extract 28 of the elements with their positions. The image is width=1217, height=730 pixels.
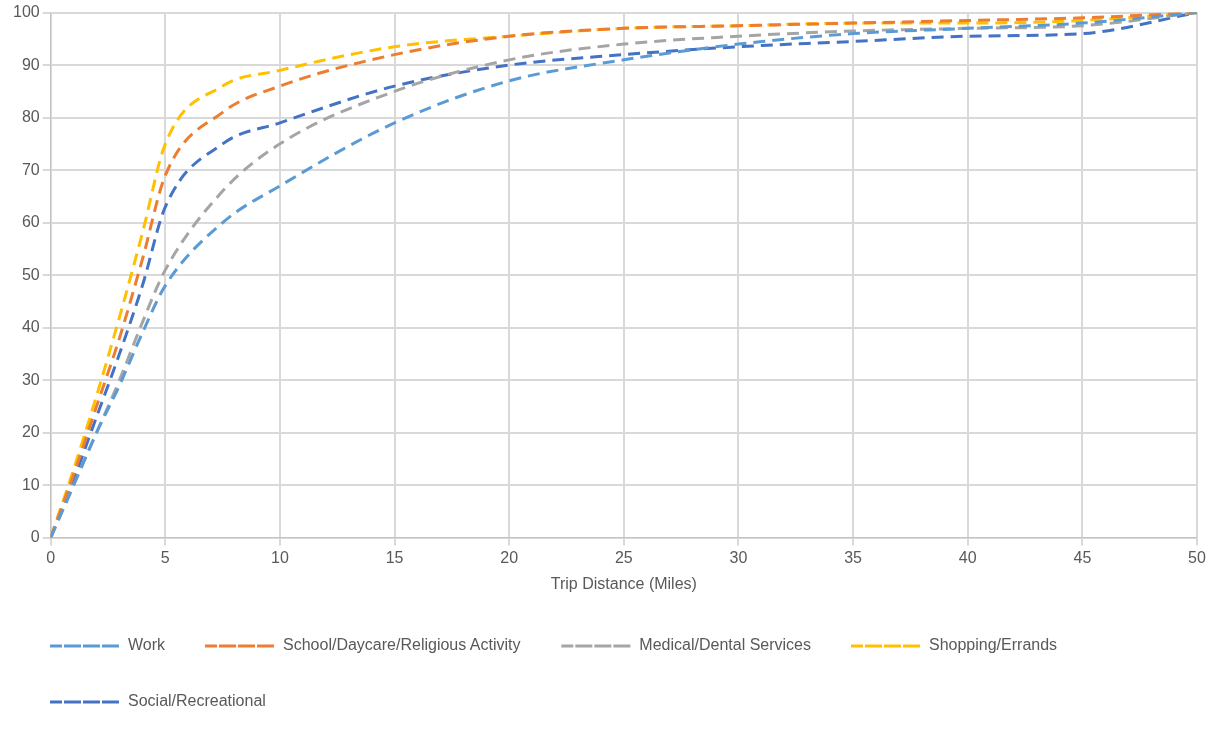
y-tick-label: 50 bbox=[21, 265, 40, 283]
y-tick-label: 20 bbox=[21, 423, 40, 441]
y-tick-label: 70 bbox=[21, 160, 40, 178]
x-tick-label: 0 bbox=[46, 548, 56, 566]
x-tick-label: 25 bbox=[614, 548, 633, 566]
y-tick-label: 0 bbox=[30, 528, 40, 546]
y-tick-label: 10 bbox=[21, 475, 40, 493]
x-tick-label: 40 bbox=[958, 548, 977, 566]
y-tick-label: 100 bbox=[12, 3, 40, 21]
y-tick-label: 40 bbox=[21, 318, 40, 336]
legend-label: Work bbox=[128, 636, 167, 654]
y-tick-label: 90 bbox=[21, 55, 40, 73]
x-tick-label: 5 bbox=[160, 548, 170, 566]
x-axis-title: Trip Distance (Miles) bbox=[550, 574, 697, 592]
y-tick-label: 60 bbox=[21, 213, 40, 231]
x-tick-label: 45 bbox=[1073, 548, 1092, 566]
x-tick-label: 20 bbox=[500, 548, 519, 566]
y-tick-label: 30 bbox=[21, 370, 40, 388]
legend-label: School/Daycare/Religious Activity bbox=[283, 636, 521, 654]
y-tick-label: 80 bbox=[21, 108, 40, 126]
legend-label: Shopping/Errands bbox=[928, 636, 1058, 654]
x-tick-label: 15 bbox=[385, 548, 404, 566]
x-tick-label: 35 bbox=[844, 548, 863, 566]
legend-label: Social/Recreational bbox=[128, 692, 266, 710]
legend-label: Medical/Dental Services bbox=[639, 636, 811, 654]
x-tick-label: 10 bbox=[271, 548, 289, 566]
x-tick-label: 50 bbox=[1188, 548, 1206, 566]
x-tick-label: 30 bbox=[729, 548, 748, 566]
